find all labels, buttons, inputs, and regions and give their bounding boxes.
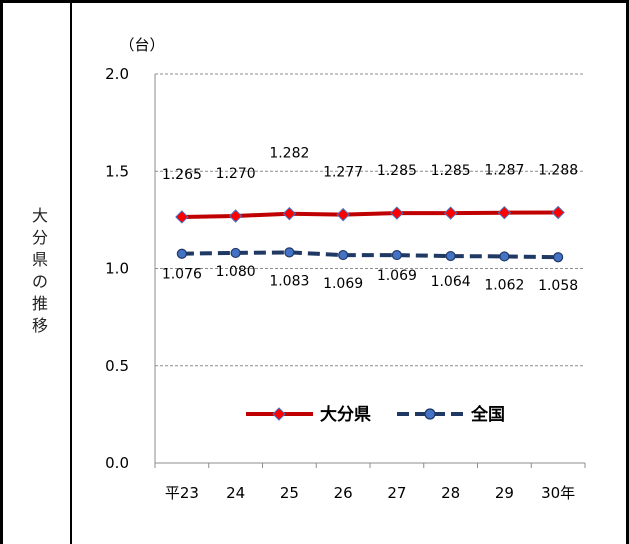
y-unit-label: （台）: [119, 36, 164, 54]
side-label: 大 分 県 の 推 移: [28, 205, 52, 337]
data-label: 1.080: [216, 264, 256, 280]
x-tick-label: 30年: [541, 484, 575, 502]
y-tick-label: 2.0: [105, 65, 129, 83]
frame-top-border: [0, 0, 629, 3]
side-label-char: 大: [31, 206, 48, 225]
side-label-char: 県: [31, 250, 48, 269]
data-point-oita: [443, 206, 458, 220]
side-label-char: 分: [31, 228, 48, 247]
data-label: 1.083: [269, 273, 309, 289]
data-point-national: [391, 249, 402, 261]
data-point-national: [553, 252, 564, 263]
data-point-oita: [336, 207, 350, 222]
x-tick-label: 27: [387, 484, 406, 502]
x-tick-label: 25: [280, 484, 299, 502]
data-point-oita: [551, 205, 565, 220]
data-point-oita: [497, 205, 512, 220]
data-point-oita: [175, 210, 189, 224]
data-point-national: [499, 251, 510, 262]
legend-label-national: 全国: [470, 404, 505, 425]
data-label: 1.064: [431, 274, 471, 290]
frame-right-border: [626, 0, 629, 544]
legend-marker-oita: [272, 407, 286, 421]
data-label: 1.270: [216, 166, 256, 182]
data-point-oita: [390, 206, 404, 220]
legend-label-oita: 大分県: [320, 404, 371, 425]
data-point-national: [176, 248, 187, 259]
x-tick-label: 24: [226, 484, 245, 502]
data-label: 1.287: [484, 163, 524, 179]
series-line-national: [181, 250, 559, 260]
data-label: 1.285: [431, 163, 471, 179]
y-tick-label: 1.0: [105, 260, 129, 278]
data-label: 1.265: [162, 167, 202, 183]
data-label: 1.058: [538, 278, 578, 294]
data-label: 1.076: [162, 267, 202, 283]
x-tick-label: 28: [441, 484, 460, 502]
data-point-national: [338, 249, 349, 261]
data-label: 1.288: [538, 162, 578, 178]
data-point-national: [445, 250, 456, 262]
data-label: 1.069: [323, 276, 363, 292]
y-tick-label: 1.5: [105, 162, 129, 180]
y-tick-label: 0.0: [105, 454, 129, 472]
frame-left-border: [0, 0, 3, 544]
data-label: 1.277: [323, 165, 363, 181]
side-label-char: 推: [31, 294, 48, 313]
line-chart: 0.0 0.5 1.0 1.5 2.0 （台） 平23 24 25 26 27 28 29 30年 1.26…: [105, 36, 586, 502]
data-label: 1.282: [269, 146, 309, 162]
legend-marker-national: [424, 408, 436, 420]
data-point-oita: [228, 209, 243, 223]
x-tick-label: 26: [334, 484, 353, 502]
series-line-oita: [181, 210, 559, 219]
data-label: 1.285: [377, 163, 417, 179]
x-tick-label: 平23: [165, 484, 199, 502]
data-point-national: [284, 247, 295, 258]
y-tick-label: 0.5: [105, 357, 129, 375]
side-label-char: の: [31, 272, 48, 291]
data-label: 1.069: [377, 268, 417, 284]
frame-divider: [70, 0, 72, 544]
x-tick-label: 29: [495, 484, 514, 502]
side-label-char: 移: [31, 316, 48, 335]
data-point-national: [230, 247, 241, 259]
data-point-oita: [282, 206, 297, 221]
data-label: 1.062: [484, 277, 524, 293]
